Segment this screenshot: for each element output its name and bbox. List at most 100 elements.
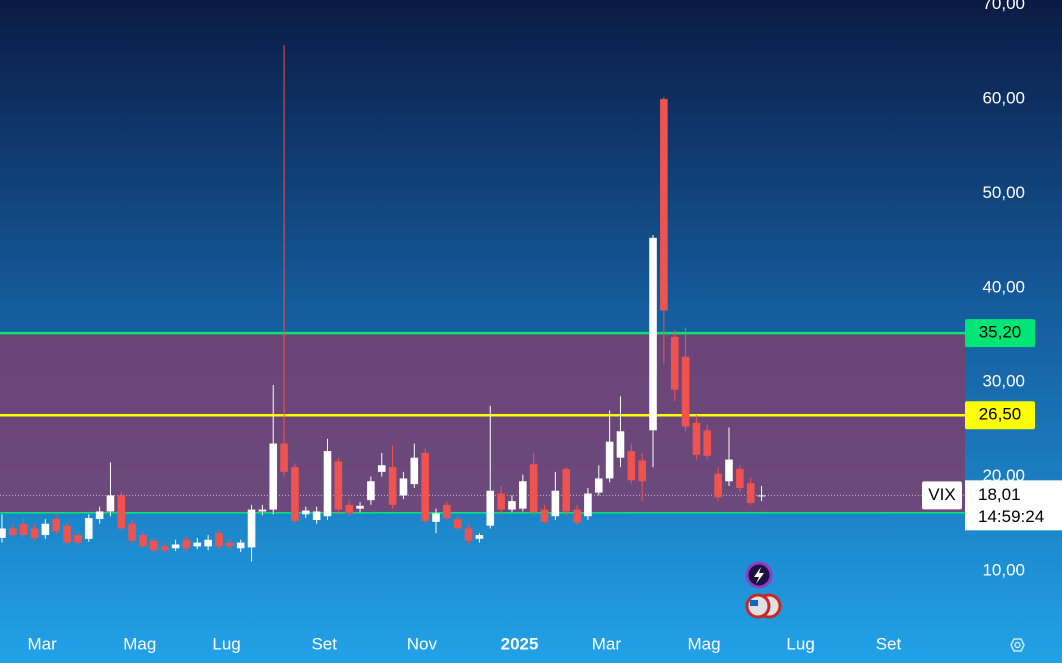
candle-body [95,511,104,520]
last-price-label: 18,01 [978,485,1021,504]
candle-body [660,99,668,311]
candle-body [106,495,115,512]
event-icons[interactable] [745,561,782,619]
candle-body [0,528,6,538]
candle-body [247,509,256,548]
candle-body [399,478,408,496]
candle-body [627,451,636,481]
candle-body [714,473,722,498]
candle-body [226,542,234,547]
candle-body [670,336,679,390]
x-tick-label: Set [311,634,337,653]
candle-body [475,535,484,539]
last-price-box [965,480,1062,531]
candle-body [519,481,527,509]
candle-body [63,525,71,543]
candle-body [117,495,126,529]
symbol-label: VIX [928,485,955,504]
level-label: 26,50 [979,405,1022,424]
x-tick-label: Mag [687,634,720,653]
candle-body [323,451,332,517]
candle-body [410,457,419,485]
settings-icon[interactable] [1010,638,1025,652]
candle-body [84,518,93,539]
x-tick-label: Nov [407,634,438,653]
candle-body [215,533,223,547]
candle-body [150,540,158,551]
x-tick-label: 2025 [501,634,539,653]
candle-body [605,441,614,479]
candle-body [280,443,288,472]
candle-body [573,509,581,523]
candle-body [312,511,321,520]
candle-body [464,528,473,541]
candle-body [681,356,690,427]
candle-body [736,469,744,488]
x-tick-label: Set [876,634,902,653]
candle-body [551,490,560,517]
candle-body [74,535,82,543]
y-tick-label: 60,00 [982,89,1025,108]
candle-body [9,528,17,536]
candle-body [746,483,755,503]
candle-body [236,542,245,549]
candle-body [377,465,386,472]
countdown-label: 14:59:24 [978,507,1044,526]
candle-body [41,523,50,536]
candle-body [160,546,169,551]
candle-body [334,461,343,510]
level-label-box [965,319,1035,348]
candle-body [594,478,603,493]
candle-body [703,430,712,456]
candle-body [356,505,364,509]
symbol-box [922,481,962,510]
x-tick-label: Lug [212,634,240,653]
candle-body [19,523,28,536]
candle-body [757,495,766,497]
level-label-box [965,401,1035,430]
lightning [754,567,764,584]
candle-body [432,513,440,522]
candle-body [443,504,451,519]
candle-body [649,237,657,431]
candle-body [540,509,549,522]
candle-body [529,464,538,513]
y-tick-label: 30,00 [982,372,1025,391]
candle-body [367,481,375,501]
y-tick-label: 50,00 [982,183,1025,202]
candle-body [171,544,180,549]
candle-body [345,504,353,514]
level-label: 35,20 [979,323,1022,342]
zone [0,333,965,513]
candle-body [486,490,495,526]
candle-body [421,452,429,521]
candle-body [52,519,61,532]
candle-body [128,523,136,541]
candle-body [301,510,310,515]
candle-body [616,431,625,458]
candle-body [388,467,397,505]
y-tick-label: 70,00 [982,0,1025,13]
candle-body [269,443,278,510]
candle-body [193,542,202,547]
candle-body [638,460,646,482]
y-tick-label: 20,00 [982,466,1025,485]
candle-body [508,501,516,510]
candle-body [139,535,147,547]
settings[interactable] [1010,638,1025,652]
x-tick-label: Mag [123,634,156,653]
x-tick-label: Lug [786,634,814,653]
candle-body [258,509,267,512]
candle-body [562,469,571,512]
candle-body [725,459,733,482]
candle-body [497,493,505,510]
flag-canton [750,600,758,606]
x-tick-label: Mar [592,634,622,653]
candle-body [453,519,462,529]
candle-body [182,539,191,549]
y-tick-label: 40,00 [982,277,1025,296]
candle-body [30,528,39,538]
